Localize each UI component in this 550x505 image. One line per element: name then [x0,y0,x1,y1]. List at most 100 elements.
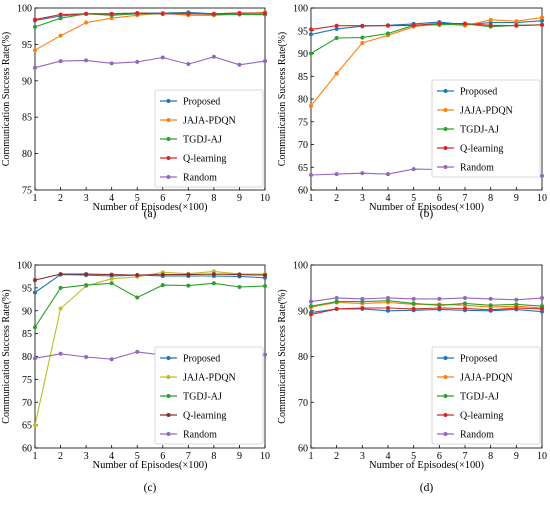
data-point [386,31,390,36]
series-line [34,274,266,293]
x-tick-label: 6 [437,451,442,462]
data-point [360,171,365,176]
legend-marker [166,394,171,398]
x-tick-label: 8 [488,451,493,462]
series-line [310,297,543,303]
y-tick-label: 90 [22,306,32,317]
data-point [334,23,339,28]
data-point [237,11,242,16]
x-axis-label: Number of Episodes(×100) [93,460,208,471]
data-point [437,303,442,308]
legend-entry: Proposed [460,354,497,365]
data-point [334,172,339,177]
legend-entry: JAJA-PDQN [460,106,513,117]
legend-marker [443,165,448,169]
data-point [360,299,365,304]
x-tick-label: 7 [463,193,468,204]
data-point [237,272,242,277]
data-point [334,71,339,76]
y-tick-label: 70 [22,398,32,409]
data-point [211,269,216,274]
y-tick-label: 60 [298,186,308,197]
x-tick-label: 9 [237,451,242,462]
data-point [160,55,165,60]
plot-frame [34,7,266,191]
legend-marker [443,432,448,436]
panel-caption: (d) [420,482,434,494]
data-point [540,295,544,300]
data-point [84,272,89,277]
data-point [84,354,89,359]
legend-entry: Q-learning [183,154,226,165]
data-point [135,295,140,300]
y-tick-label: 90 [22,76,32,87]
legend-entry: Random [460,430,494,441]
legend-marker [443,89,448,93]
data-point [109,61,114,66]
legend-marker [166,413,171,417]
x-tick-label: 5 [411,451,416,462]
data-point [540,309,544,314]
legend-marker [443,146,448,150]
data-point [334,306,339,311]
y-tick-label: 60 [298,444,308,455]
data-point [360,35,365,40]
data-point [109,272,114,277]
series-tgdj-aj [309,298,544,309]
series-proposed [309,18,544,37]
legend-marker [166,156,171,160]
data-point [263,273,267,278]
data-point [58,33,63,38]
data-point [488,17,493,22]
data-point [463,295,467,300]
x-tick-label: 3 [84,193,89,204]
data-point [334,295,339,300]
y-axis-label: Communication Success Rate(%) [277,289,288,423]
data-point [33,17,37,22]
x-tick-label: 1 [33,193,38,204]
x-tick-label: 8 [488,193,493,204]
chart-panel-b: 1 2 3 4 5 6 7 8 9 10 60 65 70 75 80 85 90 95 100 Number of … [277,4,547,221]
y-axis-label: Communication Success Rate(%) [1,289,12,423]
x-tick-label: 3 [360,193,365,204]
y-axis-label: Communication Success Rate(%) [1,32,12,166]
data-point [33,356,37,361]
legend-entry: TGDJ-AJ [183,135,222,146]
series-random [309,295,544,304]
data-point [160,283,165,288]
chart-panel-c: 1 2 3 4 5 6 7 8 9 10 60 65 70 75 80 85 90 95 100 Number of … [1,261,270,495]
x-axis-label: Number of Episodes(×100) [369,460,484,471]
x-tick-label: 3 [360,451,365,462]
legend: Proposed JAJA-PDQN TGDJ-AJ Q-learning Random [154,89,264,188]
data-point [211,281,216,286]
data-point [411,306,416,311]
legend-entry: Random [460,163,494,174]
data-point [237,62,242,67]
data-point [360,23,365,28]
y-tick-label: 70 [298,140,308,151]
data-point [463,21,467,26]
x-tick-label: 2 [334,193,339,204]
x-tick-label: 4 [109,193,114,204]
legend-entry: Random [183,430,217,441]
panel-caption: (c) [144,482,157,494]
legend-marker [166,356,171,360]
data-point [386,172,390,177]
x-tick-label: 5 [135,193,140,204]
data-point [360,41,365,46]
x-tick-label: 8 [211,451,216,462]
y-tick-label: 85 [22,113,32,124]
data-point [411,301,416,306]
chart-panel-d: 1 2 3 4 5 6 7 8 9 10 60 70 80 90 100 Number of Episodes… [277,261,547,495]
data-point [263,352,267,357]
data-point [411,167,416,172]
x-tick-label: 1 [309,193,314,204]
series-q-learning [33,272,267,283]
series-random [33,54,267,70]
legend-marker [166,432,171,436]
data-point [135,11,140,16]
data-point [58,272,63,277]
legend-marker [443,127,448,131]
data-point [263,59,267,64]
